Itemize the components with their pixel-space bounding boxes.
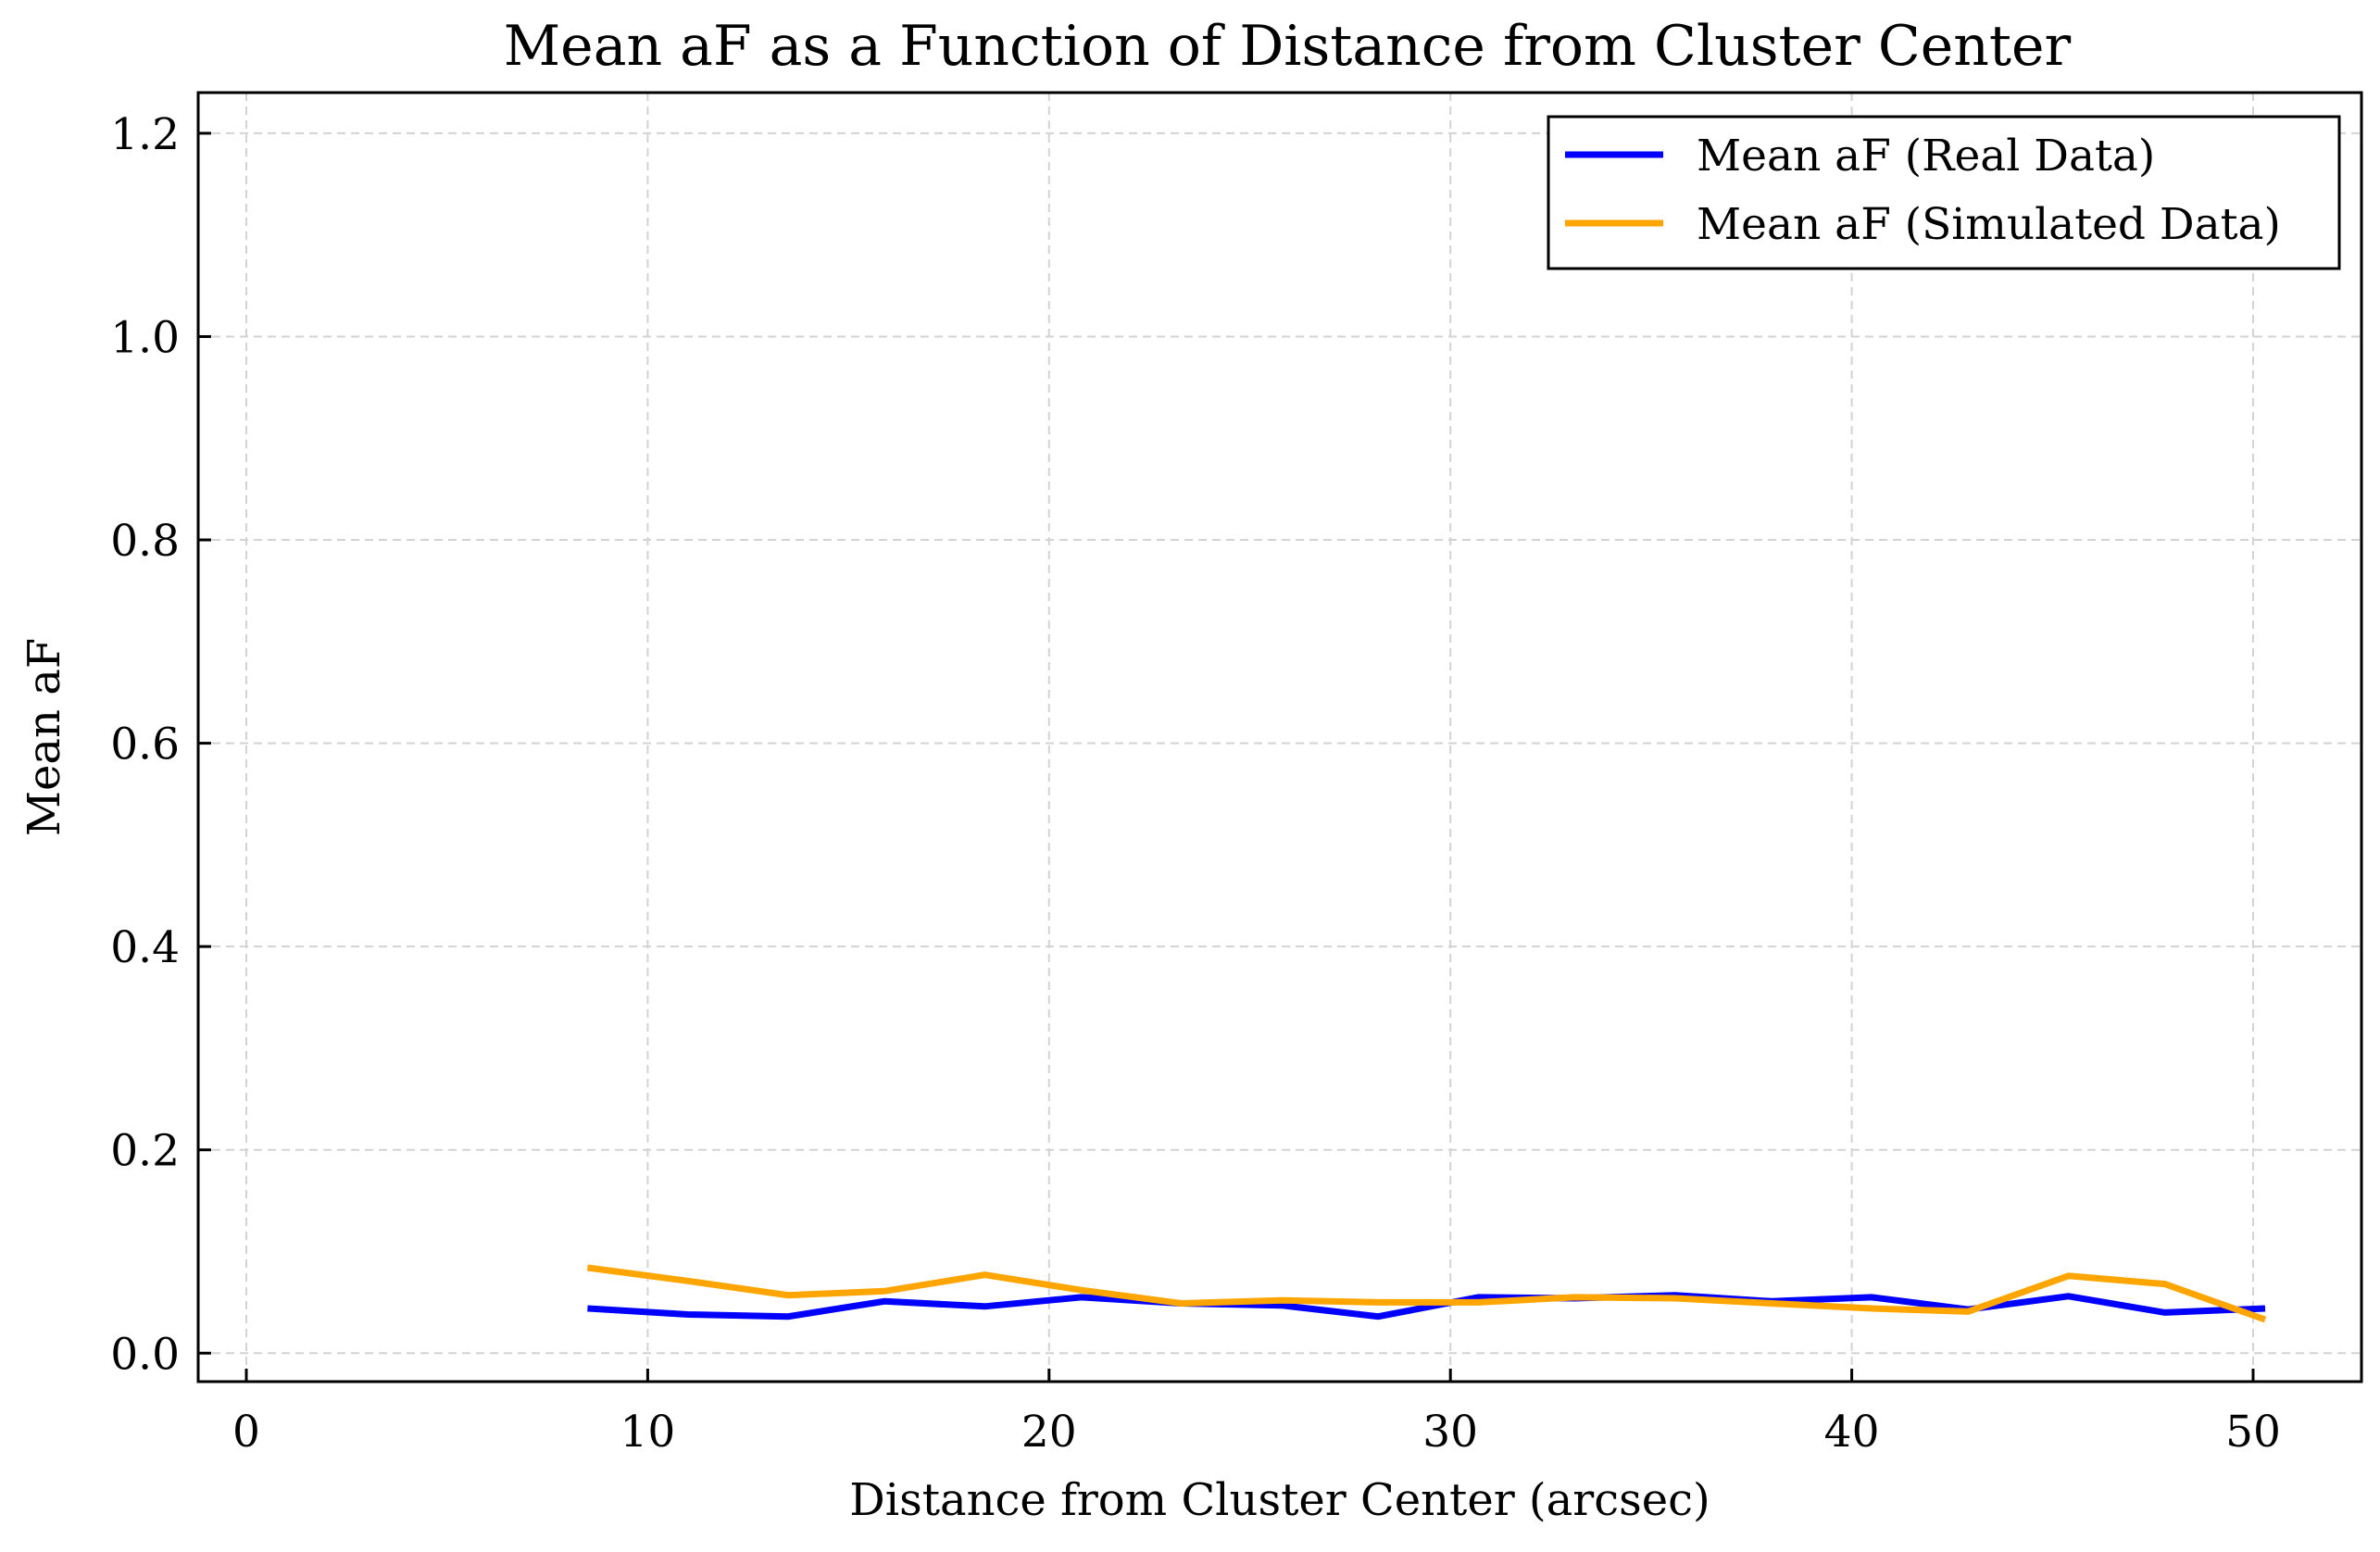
x-axis-label: Distance from Cluster Center (arcsec): [849, 1474, 1710, 1526]
grid: [198, 93, 2361, 1382]
x-tick-label: 30: [1422, 1407, 1478, 1458]
legend-box: [1547, 115, 2341, 270]
y-tick-label: 0.0: [110, 1329, 180, 1380]
y-tick-label: 1.2: [110, 109, 180, 160]
plot-area-frame: [196, 91, 2363, 1383]
legend: Mean aF (Real Data) Mean aF (Simulated D…: [1547, 115, 2341, 270]
y-tick-label: 0.6: [110, 720, 180, 770]
x-tick-label: 10: [620, 1407, 675, 1458]
chart-title: Mean aF as a Function of Distance from C…: [504, 14, 2072, 79]
x-tick-label: 0: [232, 1407, 260, 1458]
series-lines: [586, 1264, 2267, 1323]
axis-tick-labels: 0 10 20 30 40 50 0.0 0.2 0.4 0.6 0.8 1.0 1.2: [110, 109, 2281, 1458]
y-axis-label: Mean aF: [19, 638, 70, 836]
legend-label-simulated: Mean aF (Simulated Data): [1697, 199, 2281, 250]
y-tick-label: 0.4: [110, 922, 180, 973]
y-tick-label: 0.8: [110, 516, 180, 567]
series-line-simulated: [586, 1264, 2267, 1323]
x-tick-label: 20: [1021, 1407, 1077, 1458]
y-tick-label: 0.2: [110, 1126, 180, 1177]
x-tick-label: 50: [2225, 1407, 2281, 1458]
y-tick-label: 1.0: [110, 312, 180, 363]
legend-label-real: Mean aF (Real Data): [1697, 131, 2155, 181]
x-tick-label: 40: [1824, 1407, 1880, 1458]
axis-ticks: [198, 131, 2255, 1382]
